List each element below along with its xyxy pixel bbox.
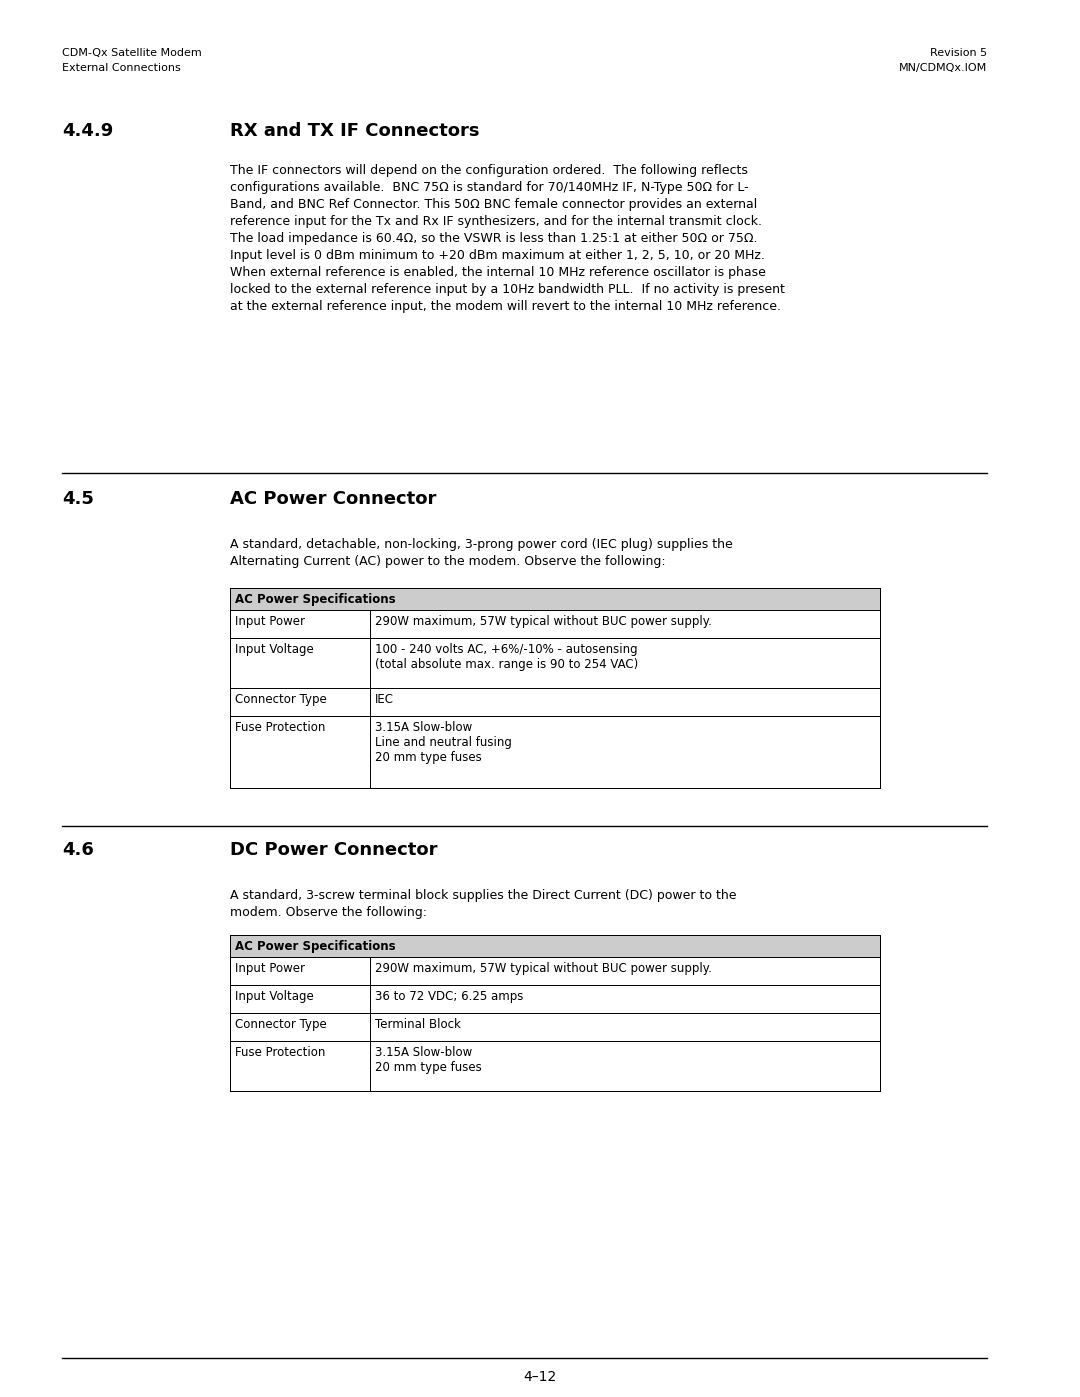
Text: MN/CDMQx.IOM: MN/CDMQx.IOM: [899, 63, 987, 73]
Text: 4.5: 4.5: [62, 490, 94, 509]
Text: 3.15A Slow-blow
Line and neutral fusing
20 mm type fuses: 3.15A Slow-blow Line and neutral fusing …: [375, 721, 512, 764]
Text: A standard, 3-screw terminal block supplies the Direct Current (DC) power to the: A standard, 3-screw terminal block suppl…: [230, 888, 737, 902]
Text: DC Power Connector: DC Power Connector: [230, 841, 437, 859]
Text: AC Power Connector: AC Power Connector: [230, 490, 436, 509]
Text: 290W maximum, 57W typical without BUC power supply.: 290W maximum, 57W typical without BUC po…: [375, 615, 712, 629]
Text: Input level is 0 dBm minimum to +20 dBm maximum at either 1, 2, 5, 10, or 20 MHz: Input level is 0 dBm minimum to +20 dBm …: [230, 249, 765, 263]
Text: CDM-Qx Satellite Modem: CDM-Qx Satellite Modem: [62, 47, 202, 59]
Text: locked to the external reference input by a 10Hz bandwidth PLL.  If no activity : locked to the external reference input b…: [230, 284, 785, 296]
Text: External Connections: External Connections: [62, 63, 180, 73]
Text: 4.6: 4.6: [62, 841, 94, 859]
Bar: [230, 717, 880, 788]
Text: Connector Type: Connector Type: [235, 1018, 327, 1031]
Text: 290W maximum, 57W typical without BUC power supply.: 290W maximum, 57W typical without BUC po…: [375, 963, 712, 975]
Bar: [230, 1013, 880, 1041]
Bar: [230, 1041, 880, 1091]
Text: RX and TX IF Connectors: RX and TX IF Connectors: [230, 122, 480, 140]
Text: modem. Observe the following:: modem. Observe the following:: [230, 907, 427, 919]
Text: reference input for the Tx and Rx IF synthesizers, and for the internal transmit: reference input for the Tx and Rx IF syn…: [230, 215, 762, 228]
Text: AC Power Specifications: AC Power Specifications: [235, 940, 395, 953]
Bar: [230, 957, 880, 985]
Text: Revision 5: Revision 5: [930, 47, 987, 59]
Text: Input Voltage: Input Voltage: [235, 643, 314, 657]
Text: Input Power: Input Power: [235, 615, 305, 629]
Text: The IF connectors will depend on the configuration ordered.  The following refle: The IF connectors will depend on the con…: [230, 163, 747, 177]
Text: The load impedance is 60.4Ω, so the VSWR is less than 1.25:1 at either 50Ω or 75: The load impedance is 60.4Ω, so the VSWR…: [230, 232, 757, 244]
Text: 100 - 240 volts AC, +6%/-10% - autosensing
(total absolute max. range is 90 to 2: 100 - 240 volts AC, +6%/-10% - autosensi…: [375, 643, 638, 671]
Text: Alternating Current (AC) power to the modem. Observe the following:: Alternating Current (AC) power to the mo…: [230, 555, 665, 569]
Text: 4–12: 4–12: [524, 1370, 556, 1384]
Bar: [230, 935, 880, 1091]
Text: Fuse Protection: Fuse Protection: [235, 1046, 325, 1059]
Bar: [230, 935, 880, 957]
Text: Input Voltage: Input Voltage: [235, 990, 314, 1003]
Text: When external reference is enabled, the internal 10 MHz reference oscillator is : When external reference is enabled, the …: [230, 265, 766, 279]
Text: 4.4.9: 4.4.9: [62, 122, 113, 140]
Text: IEC: IEC: [375, 693, 394, 705]
Text: Input Power: Input Power: [235, 963, 305, 975]
Text: configurations available.  BNC 75Ω is standard for 70/140MHz IF, N-Type 50Ω for : configurations available. BNC 75Ω is sta…: [230, 182, 748, 194]
Bar: [230, 985, 880, 1013]
Text: 3.15A Slow-blow
20 mm type fuses: 3.15A Slow-blow 20 mm type fuses: [375, 1046, 482, 1074]
Bar: [230, 638, 880, 687]
Text: Band, and BNC Ref Connector. This 50Ω BNC female connector provides an external: Band, and BNC Ref Connector. This 50Ω BN…: [230, 198, 757, 211]
Text: Fuse Protection: Fuse Protection: [235, 721, 325, 733]
Bar: [230, 588, 880, 610]
Bar: [230, 588, 880, 788]
Text: AC Power Specifications: AC Power Specifications: [235, 592, 395, 606]
Text: 36 to 72 VDC; 6.25 amps: 36 to 72 VDC; 6.25 amps: [375, 990, 524, 1003]
Text: Terminal Block: Terminal Block: [375, 1018, 461, 1031]
Text: A standard, detachable, non-locking, 3-prong power cord (IEC plug) supplies the: A standard, detachable, non-locking, 3-p…: [230, 538, 732, 550]
Text: at the external reference input, the modem will revert to the internal 10 MHz re: at the external reference input, the mod…: [230, 300, 781, 313]
Text: Connector Type: Connector Type: [235, 693, 327, 705]
Bar: [230, 687, 880, 717]
Bar: [230, 610, 880, 638]
